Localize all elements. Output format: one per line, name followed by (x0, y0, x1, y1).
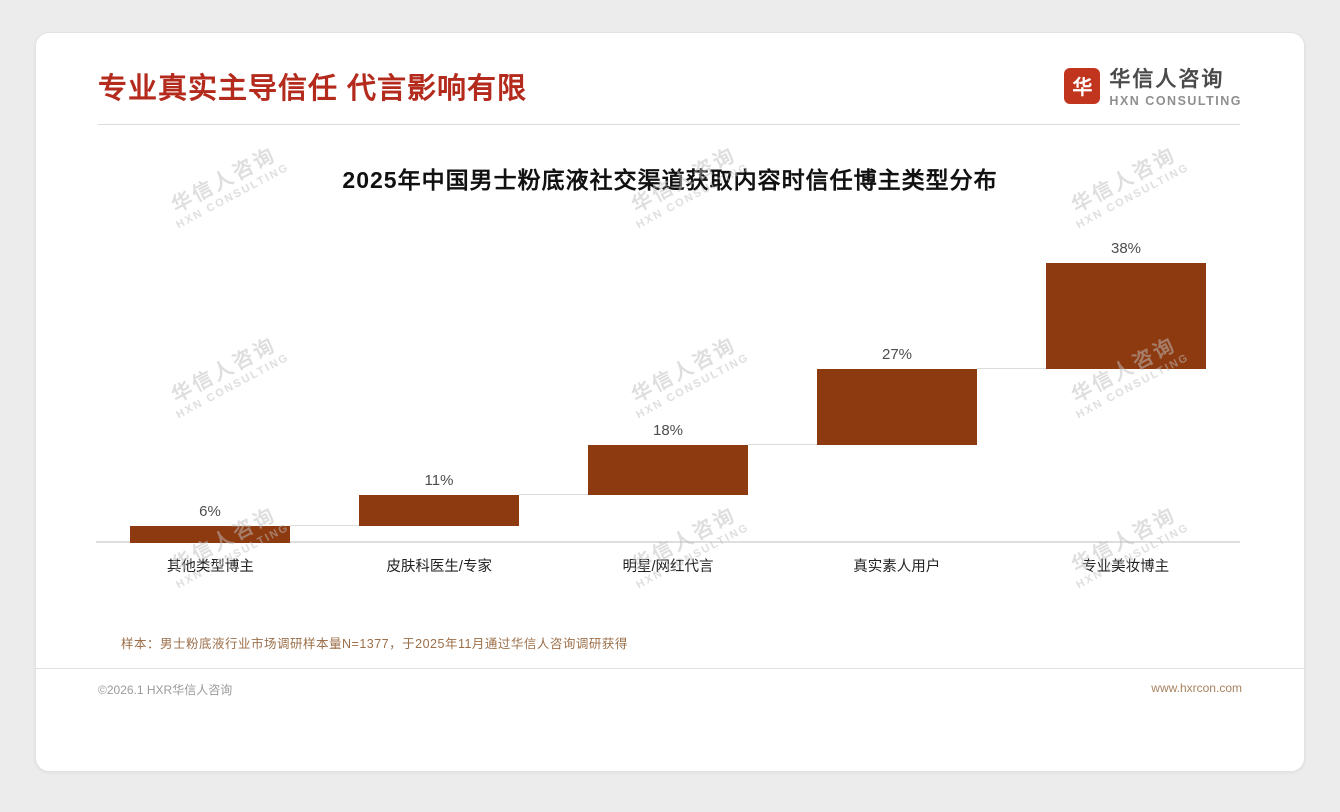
x-axis-labels: 其他类型博主 皮肤科医生/专家 明星/网红代言 真实素人用户 专业美妆博主 (96, 543, 1240, 577)
bar-value-label: 6% (199, 503, 221, 521)
report-content: 专业真实主导信任 代言影响有限 华 华信人咨询 HXN CONSULTING 2… (36, 33, 1304, 698)
footer: ©2026.1 HXR华信人咨询 www.hxrcon.com (36, 669, 1304, 698)
x-axis-label: 其他类型博主 (166, 559, 254, 575)
bar-value-label: 27% (881, 346, 913, 364)
logo-icon: 华 (1064, 67, 1101, 104)
bar-value-label: 18% (652, 422, 684, 439)
waterfall-connector (290, 525, 359, 527)
copyright-text: ©2026.1 HXR华信人咨询 (98, 683, 233, 697)
waterfall-connector (519, 494, 588, 496)
page-title: 专业真实主导信任 代言影响有限 (98, 72, 528, 105)
brand-logo: 华 华信人咨询 HXN CONSULTING (1064, 63, 1242, 108)
chart-title: 2025年中国男士粉底液社交渠道获取内容时信任博主类型分布 (342, 167, 998, 193)
x-axis-label: 皮肤科医生/专家 (386, 559, 492, 575)
sample-note: 样本：男士粉底液行业市场调研样本量N=1377，于2025年11月通过华信人咨询… (121, 637, 628, 651)
logo-text: 华信人咨询 HXN CONSULTING (1109, 63, 1242, 108)
bar-value-label: 38% (1110, 240, 1142, 257)
chart-bar (130, 526, 290, 543)
chart-bar (359, 495, 519, 527)
logo-name-cn: 华信人咨询 (1109, 68, 1225, 91)
x-axis-line (96, 541, 1240, 543)
waterfall-chart: 6% 11% 18% 27% 38% (96, 240, 1240, 543)
chart-bar (1046, 263, 1206, 370)
x-axis-label: 明星/网红代言 (622, 559, 714, 575)
logo-name-en: HXN CONSULTING (1109, 94, 1242, 108)
chart-bar (817, 369, 977, 445)
waterfall-connector (977, 368, 1046, 370)
waterfall-connector (748, 444, 817, 445)
x-axis-label: 真实素人用户 (853, 559, 941, 575)
website-url: www.hxrcon.com (1151, 681, 1242, 695)
header: 专业真实主导信任 代言影响有限 华 华信人咨询 HXN CONSULTING (36, 33, 1304, 108)
report-card: 专业真实主导信任 代言影响有限 华 华信人咨询 HXN CONSULTING 2… (35, 32, 1305, 772)
x-axis-label: 专业美妆博主 (1082, 559, 1170, 575)
footer-divider (36, 668, 1304, 669)
header-divider (98, 124, 1240, 125)
bar-value-label: 11% (424, 472, 454, 490)
chart-bar (588, 445, 748, 496)
